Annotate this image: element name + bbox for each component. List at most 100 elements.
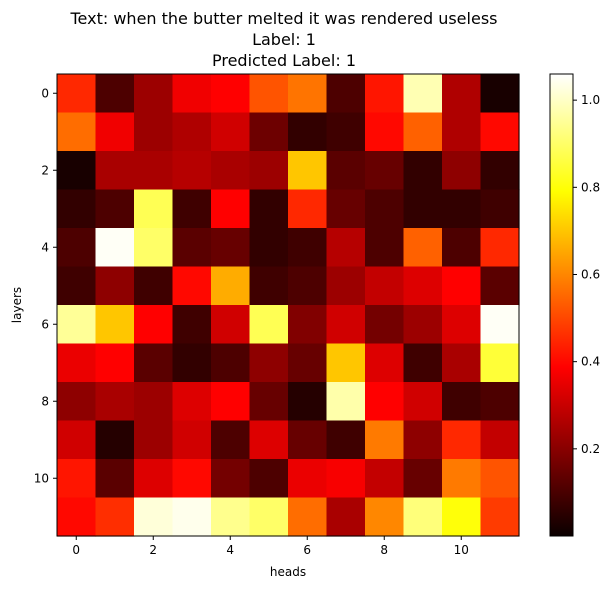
heatmap-cell [57, 420, 97, 460]
heatmap-cell [134, 74, 174, 114]
y-tick-label: 0 [41, 86, 49, 100]
heatmap-cell [442, 497, 482, 537]
heatmap-cell [442, 459, 482, 499]
heatmap-cell [95, 343, 135, 383]
heatmap-cell [211, 459, 251, 499]
heatmap-cell [326, 382, 366, 422]
heatmap-cell [211, 189, 251, 229]
heatmap-cell [134, 420, 174, 460]
heatmap-cell [365, 382, 405, 422]
heatmap-cell [442, 74, 482, 114]
y-axis-ticks: 0 2 4 6 8 10 [34, 86, 57, 485]
heatmap-cell [326, 189, 366, 229]
heatmap-cell [172, 112, 212, 152]
heatmap-cell [442, 420, 482, 460]
y-tick-label: 8 [41, 394, 49, 408]
heatmap-cell [288, 266, 328, 306]
heatmap-cell [249, 228, 289, 268]
colorbar-ticks: 0.2 0.4 0.6 0.8 1.0 [573, 93, 600, 456]
heatmap-cell [172, 343, 212, 383]
heatmap-cell [172, 266, 212, 306]
heatmap-cells [57, 74, 520, 537]
heatmap-cell [403, 74, 443, 114]
heatmap-cell [249, 382, 289, 422]
heatmap-cell [57, 497, 97, 537]
heatmap-cell [134, 343, 174, 383]
heatmap-cell [480, 266, 520, 306]
heatmap-cell [442, 382, 482, 422]
heatmap-cell [134, 459, 174, 499]
heatmap-cell [249, 420, 289, 460]
heatmap-cell [480, 305, 520, 345]
heatmap-cell [134, 228, 174, 268]
heatmap-cell [288, 305, 328, 345]
x-tick-label: 2 [149, 543, 157, 557]
heatmap-cell [288, 228, 328, 268]
heatmap-cell [172, 151, 212, 191]
y-tick-label: 6 [41, 317, 49, 331]
heatmap-cell [249, 151, 289, 191]
chart-title-line-2: Label: 1 [252, 30, 316, 49]
heatmap-cell [211, 266, 251, 306]
heatmap-cell [403, 420, 443, 460]
heatmap-cell [365, 305, 405, 345]
heatmap-cell [326, 343, 366, 383]
chart-title-line-3: Predicted Label: 1 [212, 51, 356, 70]
x-axis-ticks: 0 2 4 6 8 10 [72, 536, 469, 557]
heatmap-cell [211, 228, 251, 268]
colorbar-tick-label: 0.2 [581, 442, 600, 456]
y-axis-label: layers [10, 287, 24, 323]
heatmap-cell [442, 228, 482, 268]
heatmap-cell [57, 112, 97, 152]
heatmap-cell [480, 459, 520, 499]
heatmap-cell [365, 228, 405, 268]
heatmap-cell [95, 459, 135, 499]
heatmap-cell [249, 343, 289, 383]
heatmap-cell [403, 497, 443, 537]
heatmap-cell [365, 497, 405, 537]
colorbar [549, 73, 574, 537]
heatmap-cell [57, 228, 97, 268]
colorbar-tick-label: 0.8 [581, 180, 600, 194]
heatmap-cell [95, 420, 135, 460]
heatmap-cell [480, 74, 520, 114]
heatmap-cell [365, 112, 405, 152]
heatmap-cell [326, 497, 366, 537]
heatmap-cell [442, 112, 482, 152]
x-tick-label: 8 [380, 543, 388, 557]
heatmap-cell [211, 74, 251, 114]
y-tick-label: 2 [41, 163, 49, 177]
heatmap-cell [172, 382, 212, 422]
heatmap-cell [249, 189, 289, 229]
heatmap-cell [326, 266, 366, 306]
heatmap-cell [403, 112, 443, 152]
heatmap-cell [134, 305, 174, 345]
heatmap-cell [57, 74, 97, 114]
x-axis-label: heads [270, 565, 306, 579]
heatmap-cell [211, 420, 251, 460]
heatmap-cell [134, 112, 174, 152]
x-tick-label: 6 [303, 543, 311, 557]
heatmap-cell [403, 228, 443, 268]
x-tick-label: 10 [454, 543, 469, 557]
heatmap-cell [95, 228, 135, 268]
heatmap-cell [480, 189, 520, 229]
heatmap-cell [480, 151, 520, 191]
heatmap-cell [288, 497, 328, 537]
heatmap-cell [249, 305, 289, 345]
heatmap-cell [95, 74, 135, 114]
heatmap-cell [172, 420, 212, 460]
heatmap-cell [442, 305, 482, 345]
heatmap-cell [134, 266, 174, 306]
heatmap-cell [288, 74, 328, 114]
heatmap-cell [288, 189, 328, 229]
heatmap-cell [480, 497, 520, 537]
colorbar-tick-label: 0.4 [581, 355, 600, 369]
heatmap-cell [403, 343, 443, 383]
heatmap-cell [365, 266, 405, 306]
heatmap-cell [57, 343, 97, 383]
heatmap-cell [403, 266, 443, 306]
heatmap-cell [172, 459, 212, 499]
heatmap-cell [288, 459, 328, 499]
